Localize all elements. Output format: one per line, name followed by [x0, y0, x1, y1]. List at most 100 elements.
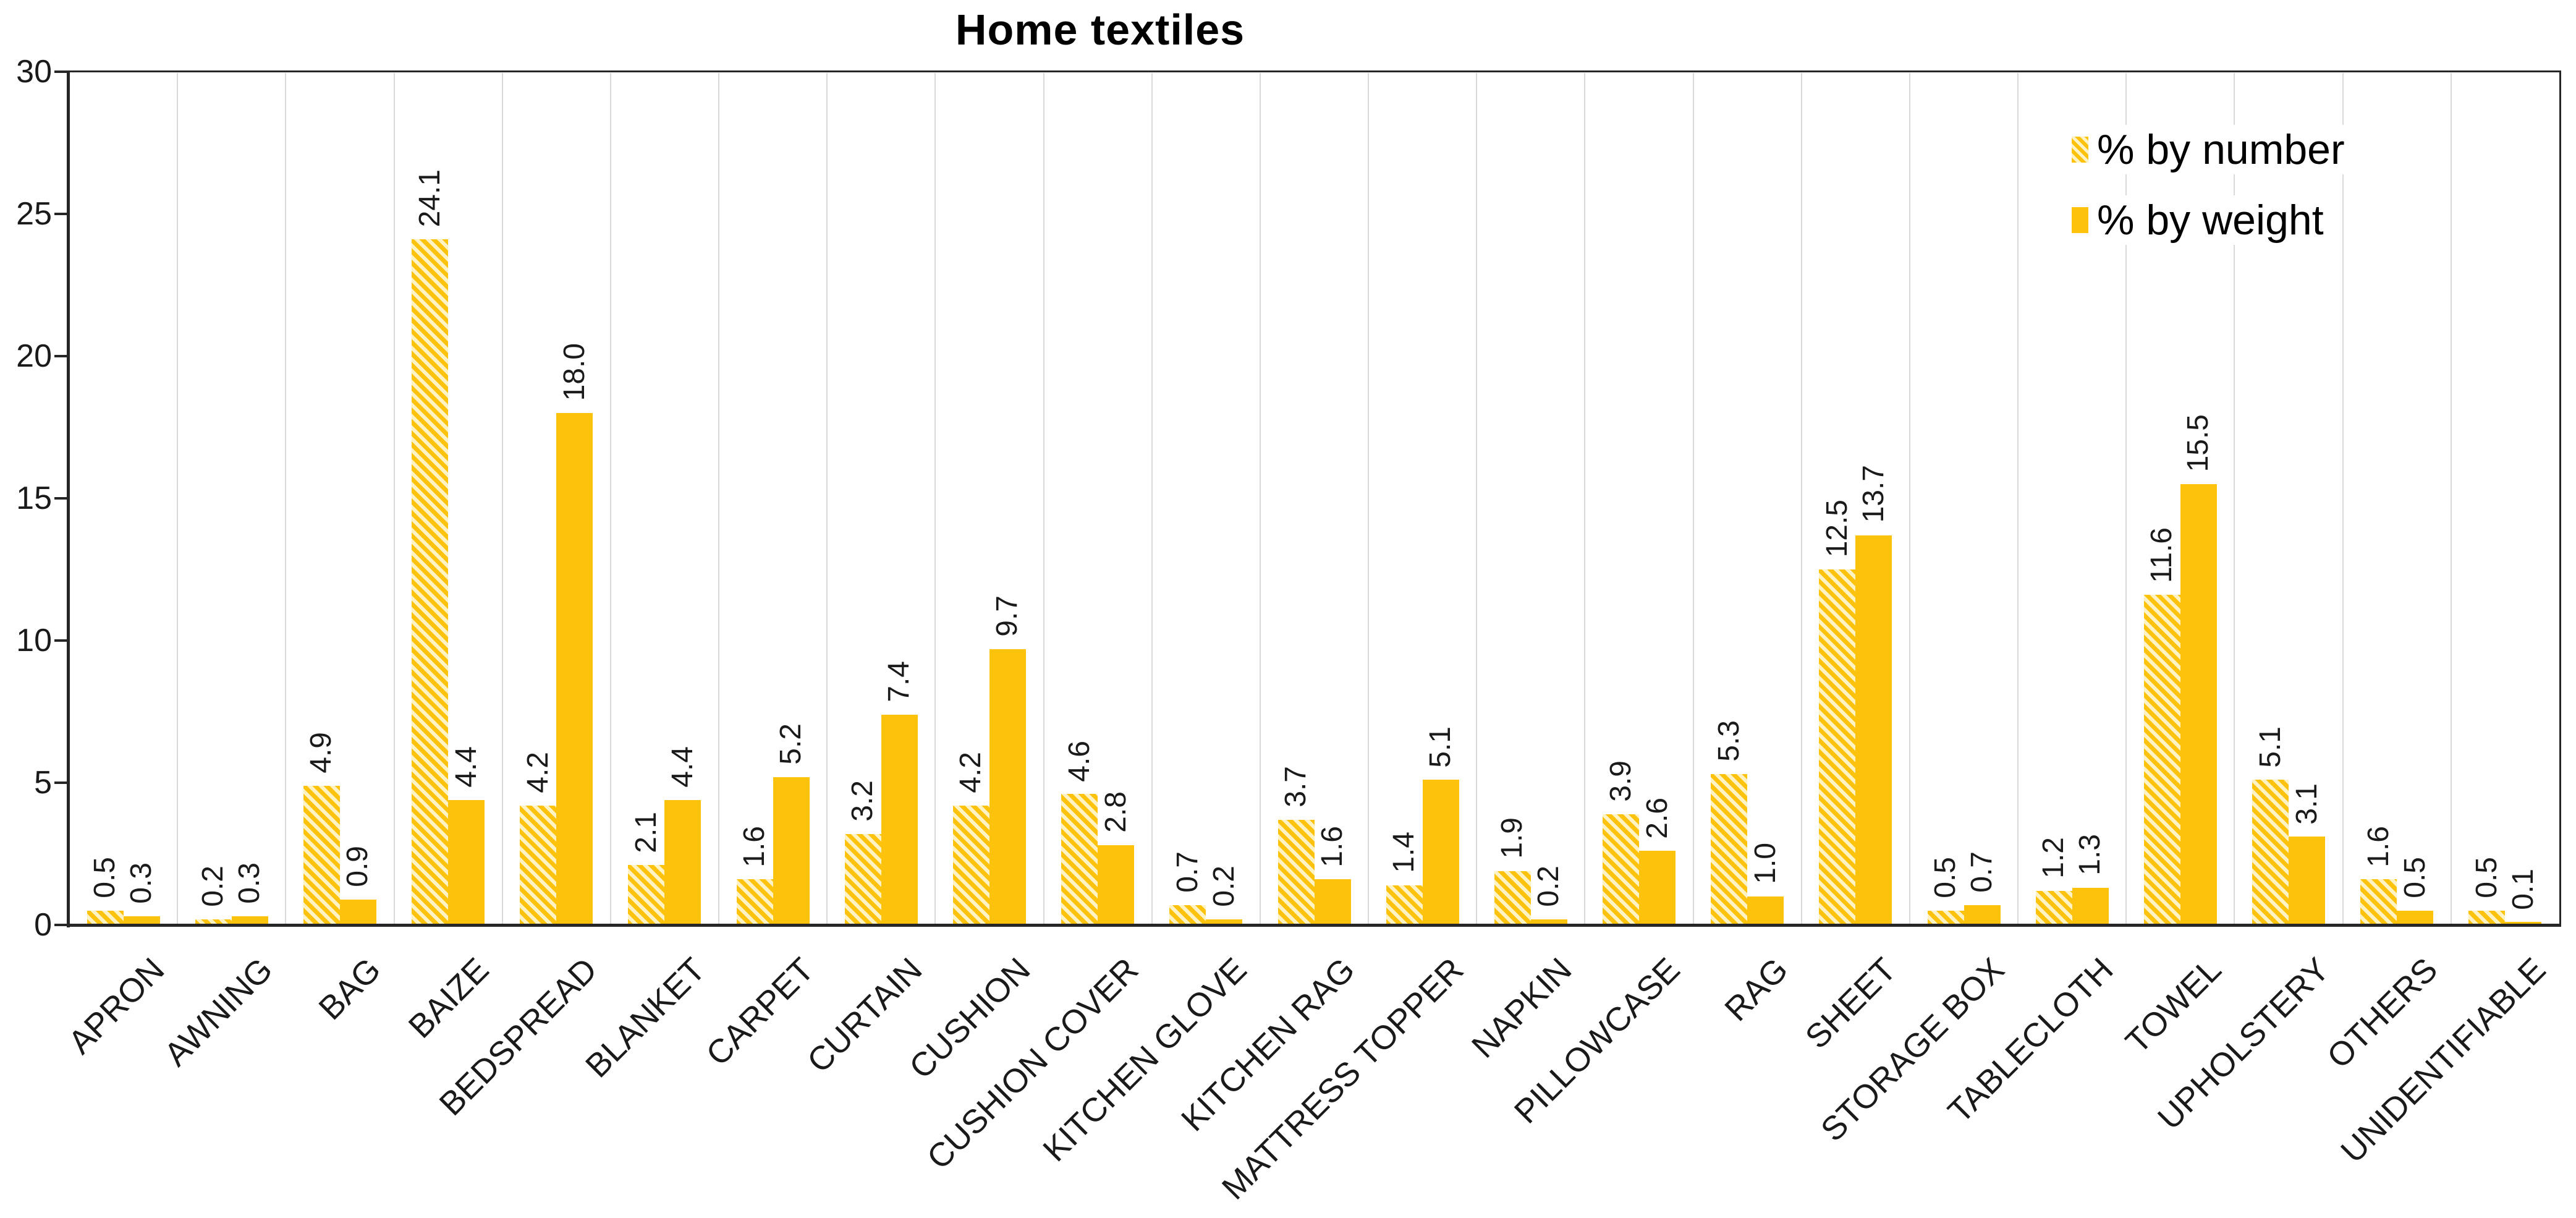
legend-item-number: % by number — [2072, 125, 2351, 174]
data-label: 2.1 — [629, 811, 663, 853]
y-axis-tick — [54, 639, 67, 642]
data-label: 1.0 — [1748, 843, 1782, 884]
category-label: BAIZE — [401, 951, 496, 1046]
bar-number — [1711, 774, 1748, 925]
data-label: 0.2 — [1207, 866, 1240, 907]
data-label: 3.2 — [846, 780, 879, 822]
category-label: NAPKIN — [1464, 951, 1579, 1065]
data-label: 2.8 — [1099, 791, 1132, 833]
bar-weight — [1422, 780, 1459, 925]
bar-weight — [123, 916, 160, 925]
data-label: 0.5 — [88, 857, 122, 898]
category-gridline — [934, 73, 936, 924]
bar-number — [2035, 890, 2072, 925]
data-label: 2.6 — [1640, 797, 1674, 839]
y-axis-tick — [54, 70, 67, 73]
category-label: AWNING — [157, 951, 280, 1073]
y-axis-tick-label: 25 — [16, 196, 52, 232]
category-gridline — [285, 73, 287, 924]
bar-weight — [1314, 879, 1351, 925]
y-axis-tick — [54, 924, 67, 926]
data-label: 0.2 — [1532, 866, 1566, 907]
bar-weight — [2505, 922, 2542, 925]
hatched-swatch-icon — [2072, 137, 2088, 163]
bar-number — [412, 239, 449, 925]
data-label: 3.1 — [2290, 783, 2323, 825]
data-label: 1.6 — [738, 825, 771, 867]
data-label: 5.2 — [774, 723, 808, 765]
bar-number — [1277, 819, 1315, 925]
y-axis-tick — [54, 497, 67, 500]
bar-number — [736, 879, 773, 925]
y-axis-tick — [54, 781, 67, 784]
legend-label-number: % by number — [2097, 126, 2345, 173]
data-label: 1.9 — [1496, 817, 1529, 859]
category-gridline — [1368, 73, 1370, 924]
data-label: 1.3 — [2074, 834, 2107, 876]
bar-weight — [1855, 535, 1892, 925]
category-label: TOWEL — [2118, 951, 2229, 1061]
chart-title: Home textiles — [955, 6, 1245, 54]
y-axis-tick — [54, 213, 67, 215]
legend-label-weight: % by weight — [2097, 197, 2324, 244]
category-gridline — [393, 73, 395, 924]
data-label: 0.7 — [1965, 851, 1999, 893]
bar-number — [628, 865, 665, 925]
category-gridline — [609, 73, 611, 924]
data-label: 4.9 — [305, 731, 338, 773]
category-label: RAG — [1718, 951, 1795, 1029]
data-label: 0.5 — [1929, 857, 1962, 898]
data-label: 0.1 — [2506, 868, 2540, 910]
data-label: 11.6 — [2145, 527, 2179, 583]
bar-number — [87, 911, 124, 925]
data-label: 0.5 — [2470, 857, 2503, 898]
data-label: 4.4 — [666, 746, 699, 788]
data-label: 4.2 — [521, 752, 554, 793]
category-gridline — [2234, 73, 2235, 924]
bar-number — [1494, 871, 1531, 925]
data-label: 9.7 — [991, 595, 1024, 637]
data-label: 5.1 — [2253, 726, 2287, 768]
category-gridline — [2342, 73, 2344, 924]
bar-weight — [1530, 919, 1567, 925]
category-label: UNIDENTIFIABLE — [2334, 951, 2553, 1170]
bar-weight — [1098, 845, 1135, 925]
category-gridline — [1043, 73, 1044, 924]
solid-swatch-icon — [2072, 207, 2088, 233]
bar-number — [303, 785, 340, 925]
category-label: CUSHION COVER — [920, 951, 1146, 1177]
category-gridline — [1909, 73, 1910, 924]
data-label: 15.5 — [2182, 414, 2215, 472]
data-label: 0.2 — [197, 866, 230, 907]
data-label: 24.1 — [413, 169, 446, 228]
bar-weight — [556, 413, 593, 925]
bar-weight — [1639, 851, 1676, 925]
data-label: 4.6 — [1062, 740, 1096, 782]
bar-weight — [773, 777, 810, 925]
category-label: BLANKET — [578, 951, 713, 1085]
bar-number — [2360, 879, 2397, 925]
data-label: 1.6 — [1316, 825, 1349, 867]
category-label: SHEET — [1799, 951, 1904, 1056]
category-gridline — [1584, 73, 1586, 924]
bar-number — [2468, 911, 2506, 925]
data-label: 4.2 — [954, 752, 988, 793]
y-axis-tick-label: 0 — [34, 907, 52, 943]
bar-number — [1927, 911, 1964, 925]
data-label: 13.7 — [1857, 465, 1890, 523]
bar-weight — [1206, 919, 1243, 925]
bar-number — [1603, 814, 1640, 925]
data-label: 0.9 — [341, 845, 375, 887]
y-axis-tick-label: 5 — [34, 765, 52, 801]
category-gridline — [1800, 73, 1802, 924]
data-label: 3.9 — [1604, 760, 1637, 802]
plot-border-right — [2559, 72, 2561, 925]
y-axis-tick — [54, 355, 67, 357]
bar-number — [1386, 885, 1423, 925]
legend-item-weight: % by weight — [2072, 195, 2330, 245]
data-label: 0.7 — [1171, 851, 1204, 893]
category-gridline — [1259, 73, 1261, 924]
data-label: 5.3 — [1712, 720, 1745, 762]
bar-number — [2252, 780, 2289, 925]
